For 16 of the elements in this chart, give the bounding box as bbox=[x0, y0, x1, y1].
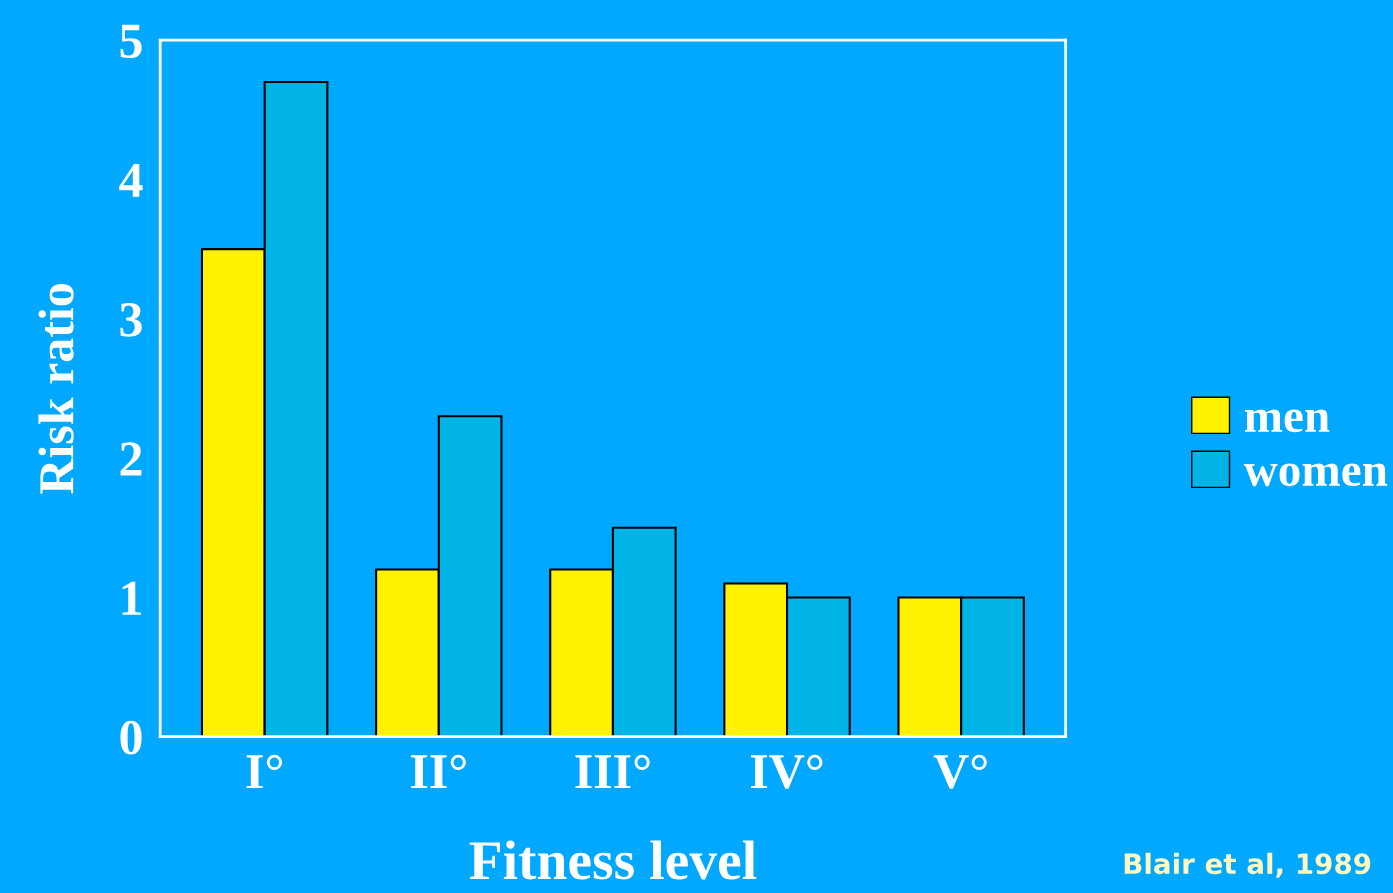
text: Blair et al, 1989 bbox=[1124, 852, 1371, 878]
x-tick-label: II° bbox=[411, 754, 466, 789]
legend-label: men bbox=[1244, 409, 1330, 433]
y-tick-label: 1 bbox=[122, 581, 141, 615]
y-tick-label: 2 bbox=[120, 442, 142, 476]
x-tick-label: V° bbox=[933, 754, 987, 789]
y-tick-label: 4 bbox=[119, 163, 143, 197]
y-tick-label: 5 bbox=[120, 24, 142, 59]
x-axis-title: Fitness level bbox=[469, 840, 757, 880]
y-axis-title: Risk ratio bbox=[38, 284, 74, 494]
x-tick-label: IV° bbox=[750, 754, 823, 789]
y-tick-label: 0 bbox=[120, 720, 142, 755]
x-tick-label: I° bbox=[246, 754, 282, 789]
legend-label: women bbox=[1243, 463, 1388, 487]
x-tick-label: III° bbox=[575, 754, 650, 789]
y-tick-label: 3 bbox=[120, 303, 142, 337]
